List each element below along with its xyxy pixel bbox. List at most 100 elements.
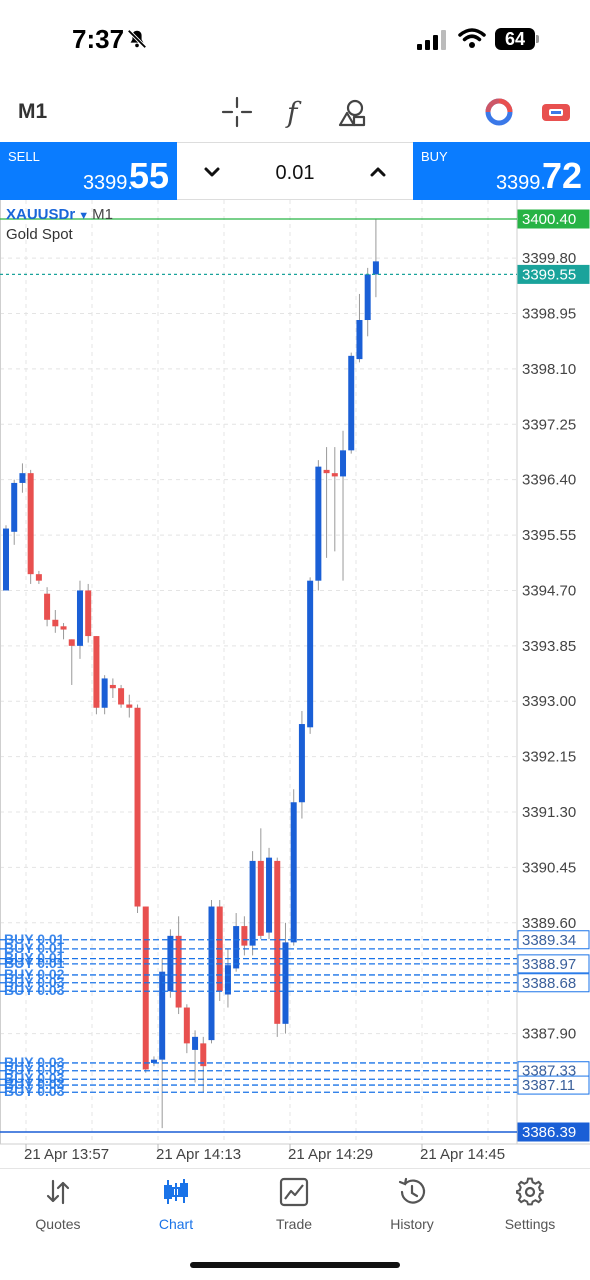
candle-bear [323, 469, 330, 474]
nav-trade[interactable]: Trade [244, 1177, 344, 1243]
order-label: BUY 0.03 [4, 982, 65, 998]
chevron-up-icon[interactable] [365, 159, 391, 185]
order-price-marker-bg [517, 954, 590, 974]
candle-bull [150, 1059, 157, 1063]
candle-bull [224, 965, 231, 995]
price-tick-label: 3393.85 [522, 638, 576, 655]
order-price-marker: 3387.11 [522, 1077, 575, 1094]
candle-bear [175, 935, 182, 1008]
nav-chart[interactable]: Chart [126, 1177, 226, 1243]
price-tick-label: 3389.60 [522, 915, 576, 932]
account-icon[interactable] [540, 96, 572, 128]
chevron-down-icon[interactable] [199, 159, 225, 185]
status-bar: 7:37 64 [0, 0, 590, 80]
nav-label: Trade [275, 1216, 313, 1232]
price-tick-label: 3387.90 [522, 1026, 576, 1043]
nav-label: Chart [158, 1216, 194, 1232]
trade-panel: SELL 3399. 55 0.01 BUY 3399. 72 [0, 142, 590, 200]
settings-icon [516, 1177, 544, 1206]
price-tick-label: 3394.70 [522, 582, 576, 599]
chart-toolbar: M1 f [0, 80, 590, 142]
candle-bull [159, 971, 166, 1060]
symbol-name: XAUUSDr [6, 206, 76, 223]
price-tick-label: 3391.30 [522, 804, 576, 821]
symbol-description: Gold Spot [6, 226, 73, 243]
candle-bull [356, 320, 363, 360]
candle-bull [19, 473, 26, 483]
candle-bear [68, 639, 75, 646]
price-chart[interactable]: 3399.80 3398.95 3398.10 3397.25 3396.40 3395.… [0, 200, 590, 1168]
candle-bull [315, 466, 322, 581]
candle-bear [52, 619, 59, 627]
objects-icon[interactable] [336, 96, 368, 128]
timeframe-selector[interactable]: M1 [18, 100, 48, 123]
trade-history-icon[interactable] [483, 96, 515, 128]
low-price-marker-bg [517, 1122, 590, 1142]
order-label: BUY 0.03 [4, 974, 65, 990]
history-icon [398, 1177, 426, 1204]
bell-slash-icon [127, 29, 147, 49]
time-tick-label: 21 Apr 14:13 [156, 1146, 241, 1163]
buy-label: BUY [421, 149, 448, 164]
lot-selector: 0.01 [177, 142, 413, 200]
candle-bear [331, 473, 338, 477]
buy-price-prefix: 3399. [495, 172, 546, 194]
price-tick-label: 3393.00 [522, 693, 576, 710]
price-tick-label: 3392.15 [522, 749, 576, 766]
candle-bear [126, 704, 133, 708]
order-price-marker-bg [517, 973, 590, 993]
candle-bull [340, 450, 347, 477]
high-price-marker: 3400.40 [522, 211, 576, 228]
candle-bear [118, 688, 125, 705]
candle-bull [233, 926, 240, 969]
status-time: 7:37 [72, 24, 125, 54]
sell-price-prefix: 3399. [82, 172, 133, 194]
order-label: BUY 0.03 [4, 1070, 65, 1086]
time-tick-label: 21 Apr 14:29 [288, 1146, 373, 1163]
candle-bull [282, 942, 289, 1024]
price-tick-label: 3399.80 [522, 250, 576, 267]
home-indicator [190, 1262, 400, 1268]
price-tick-label: 3390.45 [522, 859, 576, 876]
candle-bull [364, 274, 371, 321]
order-label: BUY 0.03 [4, 1062, 65, 1078]
order-label: BUY 0.03 [4, 1083, 65, 1099]
candle-bull [76, 590, 83, 646]
sell-button[interactable]: SELL 3399. 55 [0, 142, 177, 200]
candle-bear [85, 590, 92, 637]
indicators-icon[interactable]: f [279, 96, 311, 128]
price-tick-label: 3396.40 [522, 472, 576, 489]
candle-bear [60, 626, 67, 630]
battery-icon: 64 [495, 28, 535, 50]
crosshair-icon[interactable] [221, 96, 253, 128]
battery-tip [536, 35, 539, 43]
order-price-marker-bg [517, 1075, 590, 1095]
symbol-header[interactable]: XAUUSDr ▼ M1 [6, 206, 113, 223]
order-label: BUY 0.01 [4, 931, 65, 947]
buy-button[interactable]: BUY 3399. 72 [413, 142, 590, 200]
candle-bull [3, 528, 9, 591]
bid-price-marker-bg [517, 264, 590, 284]
symbol-timeframe: M1 [92, 206, 113, 223]
nav-label: Settings [504, 1216, 556, 1232]
buy-price-big: 72 [541, 155, 582, 196]
nav-quotes[interactable]: Quotes [8, 1177, 108, 1243]
candle-bear [200, 1043, 207, 1067]
bottom-nav: Quotes Chart Trade History [0, 1168, 590, 1248]
sell-price-big: 55 [128, 155, 169, 196]
nav-settings[interactable]: Settings [480, 1177, 580, 1243]
candlestick-chart[interactable]: 3399.80 3398.95 3398.10 3397.25 3396.40 3395.… [0, 200, 590, 1168]
candle-bull [348, 355, 355, 451]
signal-icon [417, 30, 446, 50]
nav-history[interactable]: History [362, 1177, 462, 1243]
candle-bear [93, 636, 100, 708]
trade-icon [279, 1177, 309, 1207]
lot-value[interactable]: 0.01 [275, 162, 315, 184]
candle-bull [266, 857, 273, 933]
symbol-dropdown-icon: ▼ [78, 210, 90, 222]
svg-text:f: f [285, 96, 302, 128]
candle-bull [192, 1036, 199, 1050]
order-label: BUY 0.01 [4, 955, 65, 971]
nav-label: Quotes [35, 1216, 81, 1232]
order-label: BUY 0.03 [4, 1076, 65, 1092]
